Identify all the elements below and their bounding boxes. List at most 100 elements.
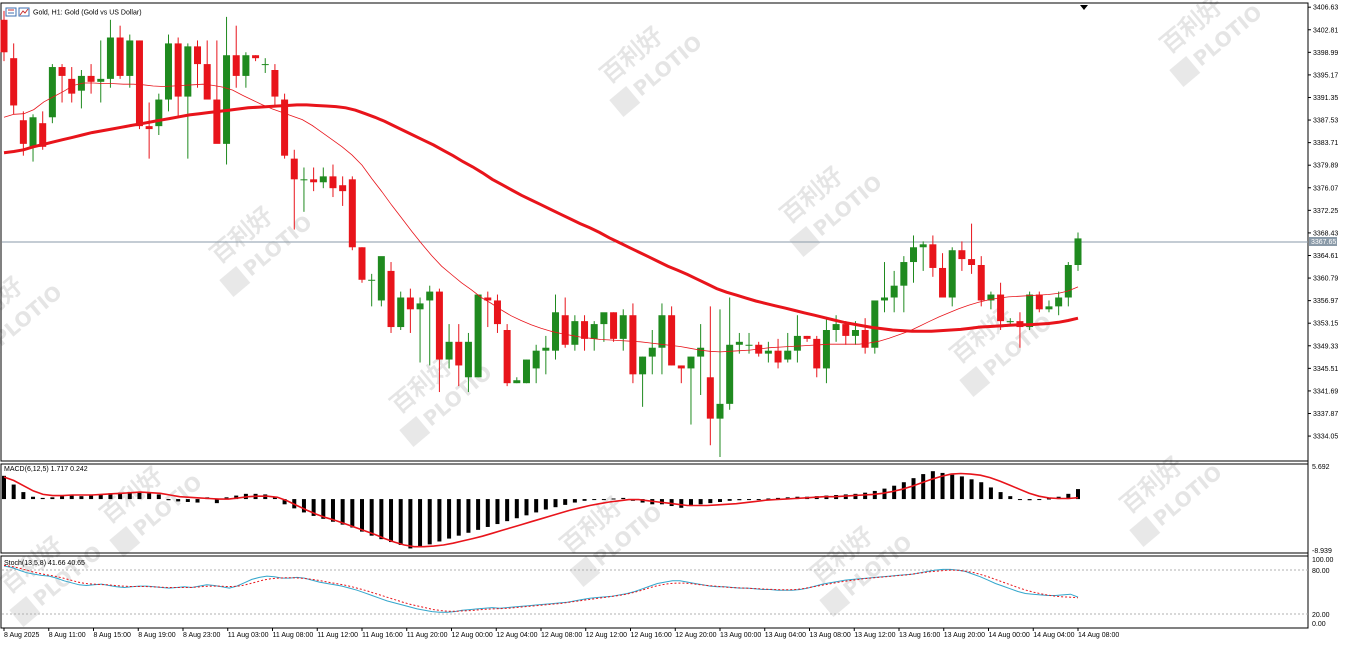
candle-body [358,247,366,280]
ma-fast-line [3,82,1079,353]
candle-body [0,19,8,53]
macd-bar [389,499,394,543]
candle-bullish [871,300,879,354]
candle-bullish [242,52,250,88]
candle-body [10,58,18,106]
candle-body [368,279,376,281]
candle-bullish [542,335,550,375]
macd-bar [437,499,442,542]
candle-body [900,262,908,286]
watermark-logo-mark [109,525,141,557]
macd-bar [1008,496,1013,500]
candle-bearish [290,149,298,230]
candle-body [813,338,821,369]
macd-bar [147,493,152,500]
macd-layer [2,471,1080,549]
macd-bar [21,492,26,500]
stoch-80-label: 80.00 [1312,568,1330,575]
macd-bar [369,499,374,536]
candle-bearish [0,10,8,62]
watermark-logo-mark [1169,55,1201,87]
price-tick-label: 3391.35 [1313,95,1338,102]
candle-body [726,344,734,404]
time-axis: 8 Aug 2025 8 Aug 11:00 8 Aug 15:00 8 Aug 19… [3,628,1119,639]
candle-body [194,46,202,65]
macd-bar [853,493,858,500]
macd-bar [50,497,55,500]
candle-body [377,256,385,301]
candle-body [493,300,501,325]
candle-body [793,335,801,351]
macd-bar [872,490,877,500]
candle-bullish [261,58,269,73]
candle-body [542,347,550,351]
price-tick-label: 3395.17 [1313,72,1338,79]
time-tick-label: 13 Aug 12:00 [854,632,895,639]
candle-bearish [174,37,182,118]
candle-body [29,117,37,147]
candle-body [58,67,66,76]
watermark-logo-mark [789,225,821,257]
candle-body [445,341,453,360]
candle-body [619,315,627,339]
candle-body [455,341,463,366]
shift-marker-icon[interactable] [1080,5,1088,10]
candle-body [590,324,598,339]
candle-bullish [368,273,376,307]
candle-bullish [29,114,37,162]
candle-bearish [87,64,95,94]
candle-body [271,70,279,97]
candle-body [764,350,772,354]
price-tick-label: 3383.71 [1313,140,1338,147]
candle-body [687,356,695,369]
macd-bar [766,498,771,500]
candle-body [1045,306,1053,310]
macd-bar [553,499,558,508]
candle-body [319,176,327,183]
ma-slow-line [3,103,1079,333]
macd-bar [108,493,113,500]
time-tick-label: 12 Aug 04:00 [496,632,537,639]
macd-bar [930,471,935,500]
candle-bullish [658,303,666,375]
candle-bullish [571,315,579,351]
candle-body [977,265,985,301]
candle-bullish [639,356,647,407]
candle-body [310,179,318,183]
macd-bar [330,499,335,522]
macd-bar [592,499,597,501]
candle-body [406,297,414,310]
candle-bearish [493,294,501,333]
time-tick-label: 11 Aug 16:00 [362,632,403,639]
candles-layer[interactable] [0,10,1082,458]
time-tick-label: 12 Aug 00:00 [452,632,493,639]
macd-bar [679,499,684,508]
price-tick-label: 3349.33 [1313,343,1338,350]
macd-bar [669,499,674,507]
macd-bar [214,499,219,504]
time-tick-label: 14 Aug 00:00 [989,632,1030,639]
macd-bar [282,499,287,505]
macd-bar [11,484,16,500]
candle-bearish [281,93,289,159]
macd-bar [272,497,277,500]
candle-bearish [406,288,414,333]
candle-body [106,37,114,79]
candle-body [232,55,240,76]
watermark-logo-mark [1129,515,1161,547]
candle-bearish [610,312,618,342]
macd-bar [621,497,626,500]
candle-bullish [126,34,134,88]
candle-body [610,312,618,339]
candle-bullish [522,359,530,384]
candle-body [735,341,743,345]
candle-bullish [532,344,540,384]
candle-body [842,324,850,336]
macd-bar [882,488,887,500]
macd-bar [176,499,181,502]
macd-bar [118,492,123,500]
candle-bullish [48,64,56,124]
